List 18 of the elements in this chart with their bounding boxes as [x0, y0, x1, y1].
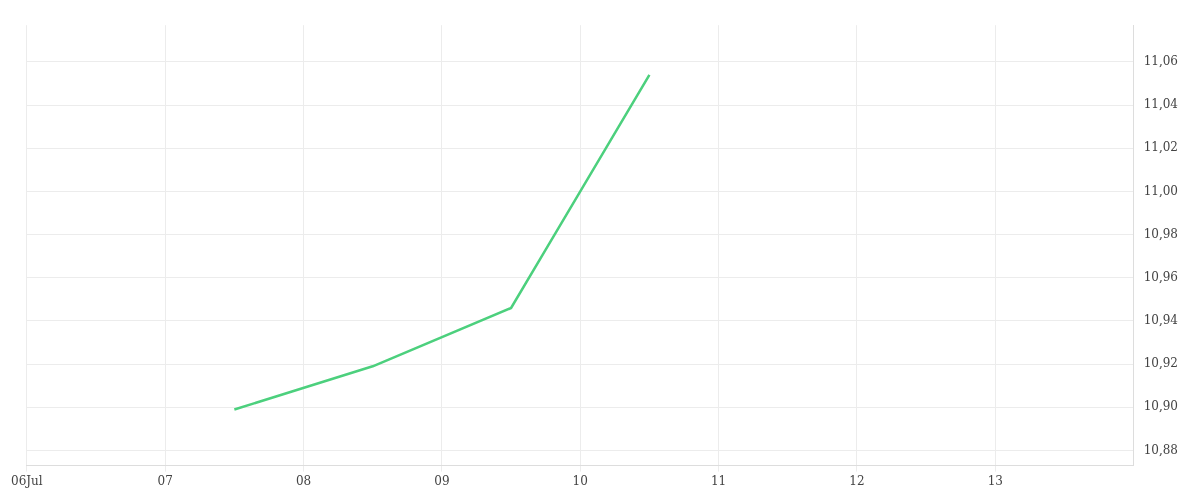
y-tick-label: 10,88	[1143, 442, 1179, 457]
y-tick-label: 11,02	[1143, 140, 1179, 155]
y-tick-label: 11,06	[1143, 54, 1179, 69]
x-tick-label: 08	[295, 473, 312, 488]
y-tick-label: 10,96	[1143, 269, 1179, 284]
x-tick-label: 06Jul	[11, 473, 43, 488]
y-tick-label: 11,04	[1143, 97, 1179, 112]
y-tick-label: 10,98	[1143, 226, 1179, 241]
x-tick-label: 10	[572, 473, 588, 488]
y-tick-label: 11,00	[1143, 183, 1179, 198]
y-tick-label: 10,90	[1143, 399, 1179, 414]
y-tick-label: 10,92	[1143, 356, 1179, 371]
x-tick-label: 09	[434, 473, 450, 488]
x-tick-label: 12	[849, 473, 865, 488]
x-tick-label: 11	[710, 473, 727, 488]
x-tick-label: 07	[157, 473, 173, 488]
x-tick-label: 13	[987, 473, 1003, 488]
y-tick-label: 10,94	[1143, 313, 1179, 328]
